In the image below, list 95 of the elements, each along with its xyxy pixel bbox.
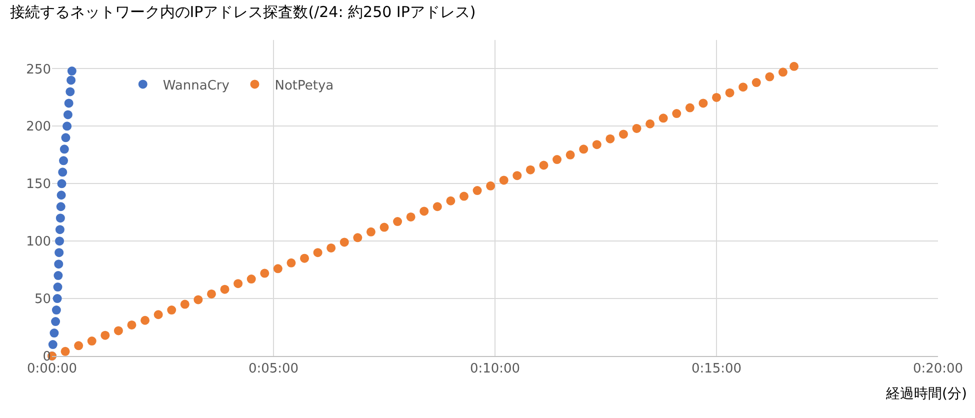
point (194, 295, 203, 304)
point (206, 289, 216, 298)
point (752, 78, 761, 88)
point (54, 260, 64, 269)
x-tick-label: 0:20:00 (912, 362, 964, 377)
point (62, 122, 72, 131)
point (100, 330, 110, 340)
point (738, 82, 748, 92)
point (154, 310, 163, 320)
point (114, 326, 123, 336)
point (300, 254, 310, 263)
point (87, 336, 96, 346)
point (698, 98, 708, 108)
point (393, 217, 402, 226)
point (712, 92, 721, 102)
point (340, 238, 349, 247)
point (380, 222, 389, 232)
point (52, 294, 62, 304)
point (60, 144, 69, 154)
point (618, 130, 628, 139)
point (74, 341, 84, 350)
point (246, 274, 256, 284)
point (58, 168, 68, 177)
legend-label: WannaCry (162, 78, 230, 94)
point (552, 155, 562, 164)
point (67, 66, 76, 76)
x-axis-title: 経過時間(分) (885, 386, 967, 402)
y-tick-label: 200 (26, 120, 51, 135)
point (56, 214, 65, 223)
point (420, 206, 429, 216)
point (140, 316, 150, 325)
point (725, 88, 734, 98)
point (56, 202, 66, 212)
point (632, 124, 642, 133)
x-tick-label: 0:05:00 (248, 362, 299, 377)
point (432, 202, 442, 212)
point (646, 119, 655, 128)
point (459, 192, 468, 201)
point (406, 212, 416, 222)
point (512, 171, 522, 180)
point (286, 258, 296, 268)
point (51, 317, 60, 326)
point (499, 176, 508, 185)
point (765, 72, 774, 82)
point (685, 103, 694, 112)
point (220, 284, 230, 294)
point (353, 233, 362, 242)
point (606, 134, 615, 144)
point (53, 282, 62, 292)
point (778, 68, 788, 77)
point (55, 225, 64, 234)
point (313, 248, 322, 258)
point (48, 340, 58, 350)
point (60, 346, 70, 356)
point (54, 248, 64, 258)
y-tick-label: 100 (26, 234, 51, 250)
point (56, 190, 66, 200)
point (50, 328, 59, 338)
x-tick-label: 0:00:00 (26, 362, 78, 377)
point (57, 179, 66, 188)
point (366, 227, 376, 236)
point (539, 160, 548, 170)
point (566, 150, 575, 160)
legend-label: NotPetya (274, 78, 334, 94)
point (55, 236, 64, 246)
point (63, 110, 72, 120)
point (579, 144, 588, 154)
point (472, 186, 482, 196)
point (486, 181, 496, 190)
point (446, 196, 456, 206)
point (273, 264, 282, 274)
point (54, 271, 63, 280)
point (59, 156, 68, 166)
point (260, 268, 270, 278)
x-tick-label: 0:15:00 (691, 362, 742, 377)
point (52, 306, 61, 315)
chart-title: 接続するネットワーク内のIPアドレス探査数(/24: 約250 IPアドレス) (10, 2, 476, 21)
point (672, 109, 682, 118)
y-tick-label: 50 (34, 292, 51, 308)
y-tick-label: 250 (26, 62, 51, 78)
point (61, 133, 70, 142)
point (180, 300, 190, 309)
point (66, 76, 76, 85)
point (592, 140, 602, 150)
point (167, 306, 176, 315)
point (64, 98, 74, 108)
point (790, 62, 799, 71)
point (658, 114, 668, 123)
point (526, 165, 535, 174)
x-tick-label: 0:10:00 (470, 362, 520, 377)
y-tick-label: 150 (26, 177, 51, 192)
point (66, 87, 75, 96)
point (326, 243, 336, 252)
point (127, 320, 136, 330)
point (234, 279, 243, 288)
